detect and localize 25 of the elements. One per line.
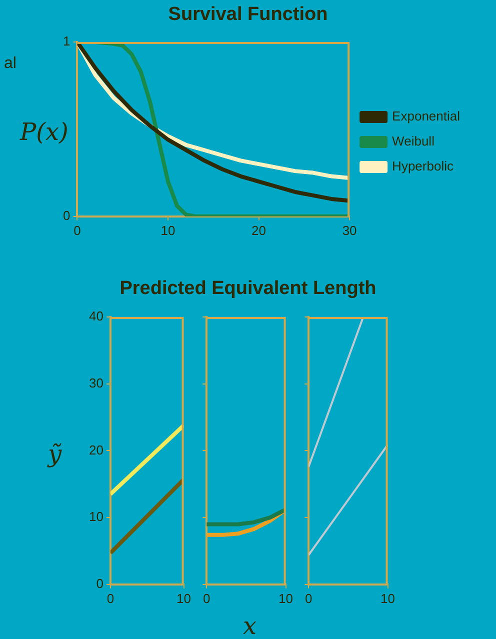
y-tick-label: 1: [62, 34, 70, 49]
x-axis-title: x: [243, 612, 257, 639]
y-axis-title: P(x): [20, 118, 68, 146]
x-tick-label: 30: [342, 222, 357, 238]
text: Predicted Equivalent Length: [120, 278, 376, 300]
y-tick-label: 10: [88, 509, 104, 524]
x-tick-label: 10: [176, 590, 192, 606]
text: al: [4, 55, 16, 73]
x-tick-label: 20: [252, 222, 266, 238]
legend-label: Hyperbolic: [392, 158, 454, 174]
y-tick-label: 20: [88, 442, 104, 458]
y-tick-label: 0: [96, 576, 104, 591]
y-axis-title: ỹ: [48, 440, 62, 468]
x-tick-label: 0: [305, 590, 312, 606]
y-tick-label: 30: [88, 375, 104, 390]
x-tick-label: 0: [106, 590, 114, 606]
x-tick-label: 0: [203, 590, 210, 606]
x-tick-label: 10: [278, 590, 294, 606]
legend-label: Weibull: [392, 134, 435, 149]
y-tick-label: 40: [88, 308, 104, 324]
legend-label: Exponential: [392, 108, 460, 124]
x-tick-label: 10: [380, 590, 396, 606]
x-tick-label: 10: [160, 222, 176, 238]
chart-title: Survival Function: [168, 4, 328, 26]
x-tick-label: 0: [74, 222, 81, 238]
